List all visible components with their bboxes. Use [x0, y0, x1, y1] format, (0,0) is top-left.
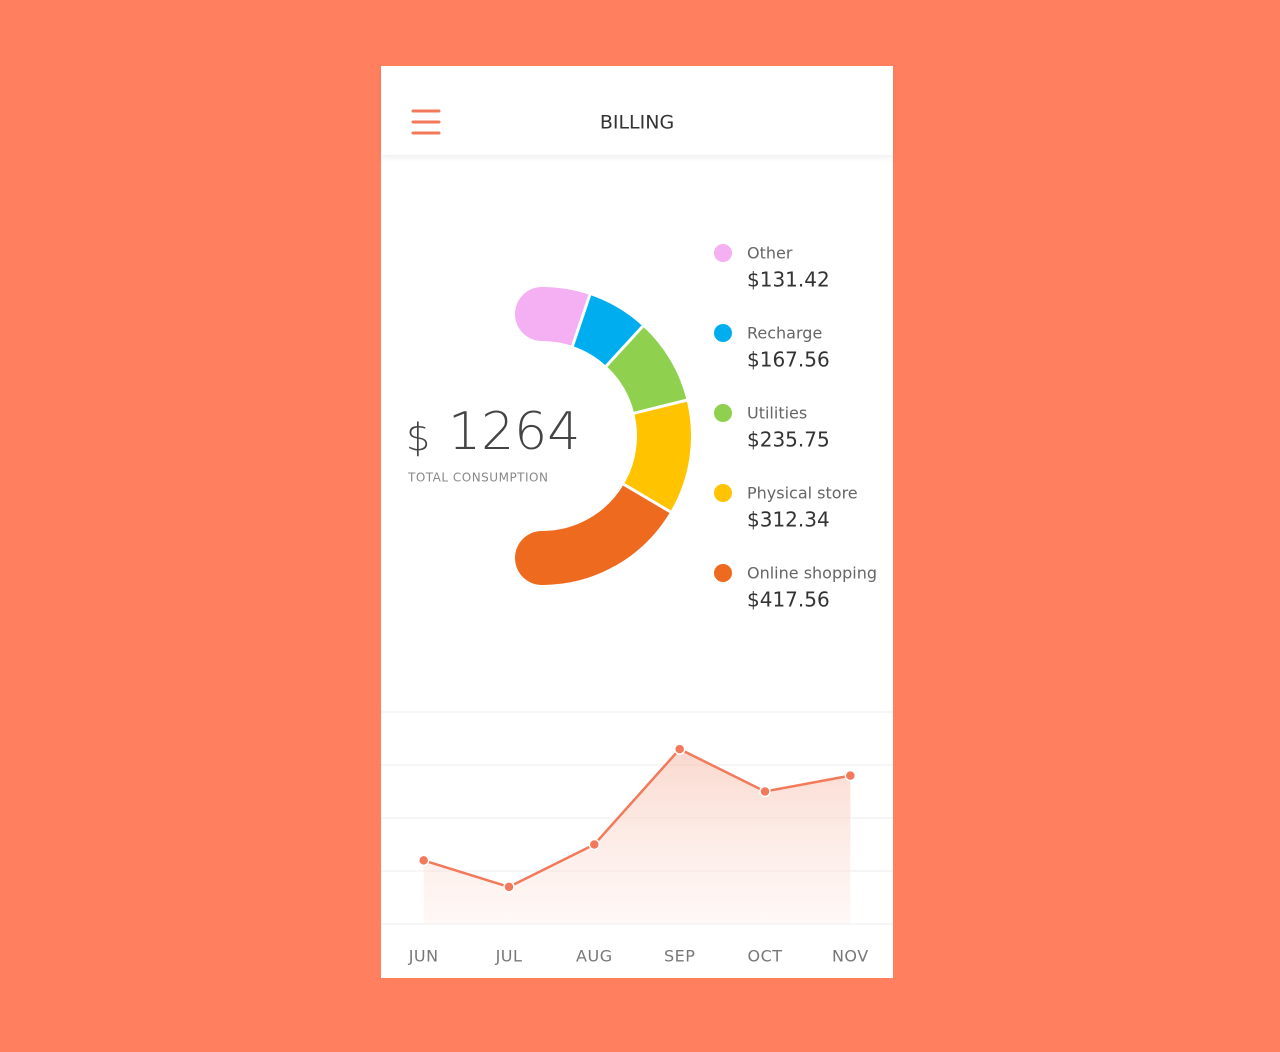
legend-dot — [714, 244, 732, 262]
x-tick-label: JUN — [408, 947, 439, 966]
legend-value: $417.56 — [747, 588, 830, 612]
line — [423, 747, 851, 889]
legend-label: Utilities — [747, 404, 807, 423]
legend-dot — [714, 564, 732, 582]
x-tick-label: AUG — [576, 947, 613, 966]
page-title: BILLING — [600, 112, 674, 134]
header-bar — [381, 66, 893, 155]
legend-label: Other — [747, 244, 793, 263]
legend-label: Recharge — [747, 324, 822, 343]
segment-gap — [621, 482, 673, 515]
legend-value: $131.42 — [747, 268, 830, 292]
legend-dot — [714, 324, 732, 342]
segment-gap — [570, 292, 592, 349]
donut-segment — [605, 326, 687, 415]
x-tick-label: JUL — [495, 947, 523, 966]
point — [759, 785, 771, 798]
point — [673, 743, 686, 755]
donut-segment — [541, 483, 671, 585]
donut-segment — [541, 287, 590, 347]
x-tick-label: SEP — [664, 947, 695, 966]
legend-dot — [714, 484, 732, 502]
point — [503, 881, 515, 893]
x-tick-label: NOV — [832, 947, 869, 966]
segment-gap — [631, 398, 689, 416]
legend-value: $235.75 — [747, 428, 830, 452]
legend-label: Online shopping — [747, 564, 877, 583]
x-tick-label: OCT — [747, 947, 782, 966]
menu-button[interactable] — [411, 109, 441, 135]
point — [844, 769, 857, 782]
legend-value: $312.34 — [747, 508, 830, 532]
currency-symbol: $ — [406, 416, 430, 460]
total-label: TOTAL CONSUMPTION — [407, 471, 548, 485]
donut-segment — [623, 400, 691, 512]
total-amount: 1264 — [448, 402, 580, 462]
segment-gap — [603, 323, 646, 369]
area-fill — [423, 749, 851, 924]
legend-label: Physical store — [747, 484, 858, 503]
donut-segment — [571, 294, 643, 367]
legend-value: $167.56 — [747, 348, 830, 372]
point — [588, 838, 601, 851]
legend-dot — [714, 404, 732, 422]
point — [417, 854, 430, 867]
